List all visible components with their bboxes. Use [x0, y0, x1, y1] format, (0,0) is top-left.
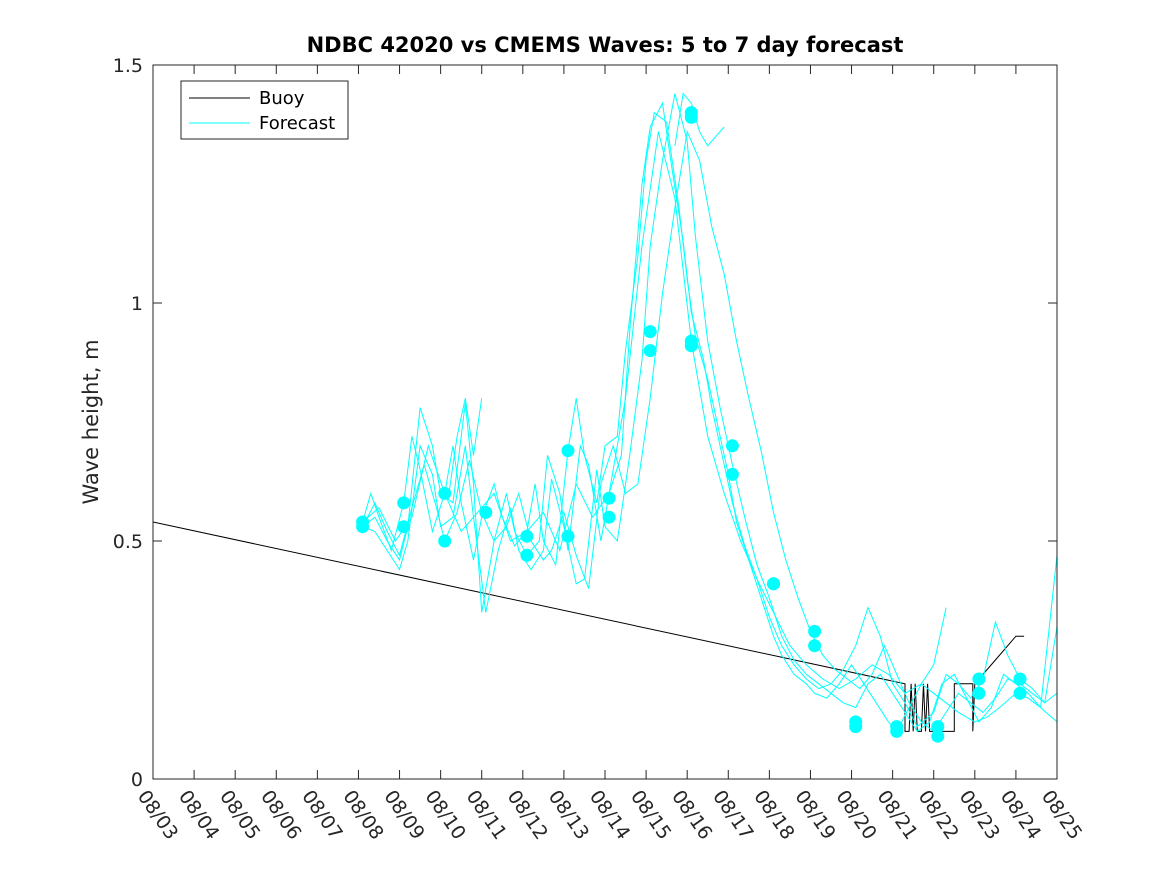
forecast-marker	[520, 548, 534, 562]
legend: Buoy Forecast	[180, 80, 349, 140]
chart-title: NDBC 42020 vs CMEMS Waves: 5 to 7 day fo…	[307, 33, 904, 57]
forecast-marker	[725, 467, 739, 481]
buoy-line	[153, 521, 1025, 732]
axes-background	[153, 65, 1057, 779]
legend-label-forecast: Forecast	[259, 113, 335, 134]
forecast-marker	[890, 724, 904, 738]
forecast-marker	[561, 529, 575, 543]
forecast-marker	[561, 444, 575, 458]
forecast-marker	[1013, 672, 1027, 686]
forecast-marker	[767, 577, 780, 591]
forecast-marker	[397, 496, 411, 510]
y-tick-labels: 0 0.5 1 1.5	[113, 55, 143, 791]
forecast-marker	[684, 110, 698, 124]
series-layer	[153, 92, 1057, 733]
y-axis-label: Wave height, m	[79, 339, 103, 504]
forecast-marker	[1013, 686, 1027, 700]
forecast-line-2	[362, 101, 1057, 728]
forecast-marker	[602, 491, 616, 505]
forecast-marker	[602, 510, 616, 524]
forecast-marker	[356, 520, 370, 534]
tick-layer	[152, 64, 1058, 780]
forecast-marker	[684, 339, 698, 353]
forecast-marker	[643, 344, 657, 358]
forecast-marker	[438, 534, 452, 548]
legend-label-buoy: Buoy	[259, 88, 305, 109]
y-tick-label: 0.5	[113, 531, 143, 553]
forecast-marker	[972, 672, 986, 686]
forecast-marker	[520, 529, 534, 543]
legend-box	[180, 80, 349, 140]
forecast-marker	[438, 486, 452, 500]
y-tick-label: 0	[131, 769, 143, 791]
forecast-line-7	[674, 92, 725, 147]
forecast-line-3	[362, 93, 1057, 733]
forecast-marker	[931, 729, 945, 743]
forecast-line-5	[362, 131, 947, 694]
forecast-marker	[725, 439, 739, 453]
marker-layer	[356, 106, 1027, 743]
forecast-marker	[643, 325, 657, 339]
forecast-marker	[849, 720, 863, 734]
forecast-marker	[808, 639, 822, 653]
forecast-line-6	[448, 398, 483, 494]
forecast-marker	[808, 624, 822, 638]
y-tick-label: 1	[131, 293, 143, 315]
y-tick-label: 1.5	[113, 55, 143, 77]
forecast-marker	[397, 520, 411, 534]
forecast-marker	[931, 720, 945, 734]
forecast-marker	[479, 505, 493, 519]
forecast-marker	[972, 686, 986, 700]
